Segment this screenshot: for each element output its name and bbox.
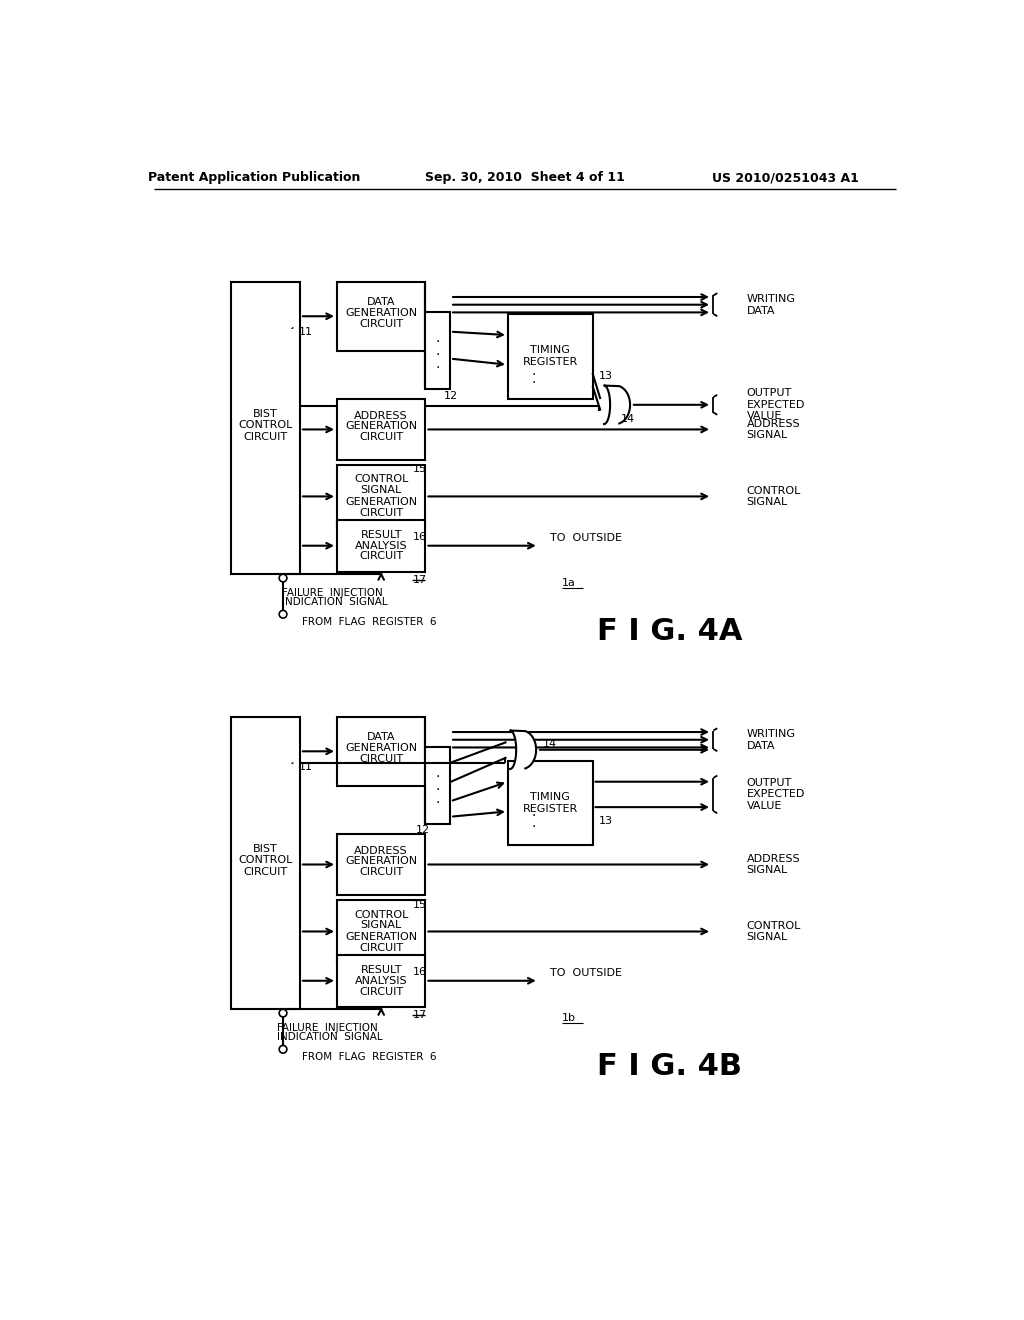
Text: 1b: 1b [562, 1014, 575, 1023]
Text: GENERATION: GENERATION [345, 421, 417, 432]
Text: 14: 14 [543, 739, 557, 748]
Text: SIGNAL: SIGNAL [360, 486, 401, 495]
Text: CONTROL: CONTROL [239, 420, 293, 430]
Text: 17: 17 [413, 1010, 427, 1019]
Text: CIRCUIT: CIRCUIT [359, 432, 403, 442]
Text: ·: · [531, 820, 536, 834]
Text: OUTPUT
EXPECTED
VALUE: OUTPUT EXPECTED VALUE [746, 388, 805, 421]
Text: SIGNAL: SIGNAL [360, 920, 401, 931]
Text: ·: · [435, 783, 440, 797]
Text: US 2010/0251043 A1: US 2010/0251043 A1 [712, 172, 858, 185]
Polygon shape [604, 385, 630, 424]
Text: ·: · [435, 770, 440, 784]
Text: FAILURE  INJECTION: FAILURE INJECTION [283, 587, 383, 598]
Text: WRITING
DATA: WRITING DATA [746, 729, 796, 751]
Text: CIRCUIT: CIRCUIT [359, 508, 403, 519]
Text: INDICATION  SIGNAL: INDICATION SIGNAL [283, 597, 388, 607]
Text: CIRCUIT: CIRCUIT [244, 867, 288, 878]
Text: 13: 13 [599, 816, 612, 825]
Text: ADDRESS: ADDRESS [354, 411, 408, 421]
Text: 17: 17 [413, 574, 427, 585]
Text: 15: 15 [413, 899, 427, 909]
Text: ADDRESS
SIGNAL: ADDRESS SIGNAL [746, 854, 800, 875]
Text: ADDRESS
SIGNAL: ADDRESS SIGNAL [746, 418, 800, 441]
Text: GENERATION: GENERATION [345, 496, 417, 507]
Text: INDICATION  SIGNAL: INDICATION SIGNAL [276, 1032, 383, 1041]
Text: ·: · [531, 368, 536, 381]
Text: DATA: DATA [367, 297, 395, 308]
Text: ·: · [435, 796, 440, 810]
Bar [337, 954, 425, 1007]
Text: WRITING
DATA: WRITING DATA [746, 294, 796, 315]
Bar [425, 747, 451, 825]
Text: F I G. 4A: F I G. 4A [597, 616, 742, 645]
Text: CONTROL: CONTROL [354, 474, 409, 484]
Text: ADDRESS: ADDRESS [354, 846, 408, 855]
Text: F I G. 4B: F I G. 4B [597, 1052, 742, 1081]
Text: CIRCUIT: CIRCUIT [359, 944, 403, 953]
Text: 14: 14 [621, 413, 635, 424]
Text: 15: 15 [413, 465, 427, 474]
Text: ·: · [435, 347, 440, 362]
Text: RESULT: RESULT [360, 529, 402, 540]
Text: CIRCUIT: CIRCUIT [359, 986, 403, 997]
Text: CIRCUIT: CIRCUIT [359, 867, 403, 878]
Bar [337, 717, 425, 785]
Text: TIMING: TIMING [530, 345, 570, 355]
Bar [508, 760, 593, 845]
Text: 12: 12 [444, 391, 458, 400]
Text: DATA: DATA [367, 733, 395, 742]
Text: OUTPUT
EXPECTED
VALUE: OUTPUT EXPECTED VALUE [746, 777, 805, 810]
Text: Sep. 30, 2010  Sheet 4 of 11: Sep. 30, 2010 Sheet 4 of 11 [425, 172, 625, 185]
Bar [508, 314, 593, 399]
Text: 13: 13 [599, 371, 612, 380]
Text: RESULT: RESULT [360, 965, 402, 975]
Text: 1a: 1a [562, 578, 575, 589]
Text: CONTROL: CONTROL [239, 855, 293, 865]
Text: Patent Application Publication: Patent Application Publication [147, 172, 360, 185]
Bar [337, 900, 425, 964]
Text: CIRCUIT: CIRCUIT [244, 432, 288, 442]
Text: FROM  FLAG  REGISTER  6: FROM FLAG REGISTER 6 [302, 1052, 436, 1063]
Bar [337, 520, 425, 572]
Text: CONTROL
SIGNAL: CONTROL SIGNAL [746, 486, 801, 507]
Text: TIMING: TIMING [530, 792, 570, 801]
Text: CIRCUIT: CIRCUIT [359, 319, 403, 329]
Text: 16: 16 [413, 532, 427, 543]
Text: 12: 12 [416, 825, 430, 834]
Bar [230, 281, 300, 574]
Text: FAILURE  INJECTION: FAILURE INJECTION [276, 1023, 378, 1032]
Text: TO  OUTSIDE: TO OUTSIDE [550, 533, 623, 543]
Text: ·: · [531, 809, 536, 822]
Text: TO  OUTSIDE: TO OUTSIDE [550, 968, 623, 978]
Bar [337, 465, 425, 528]
Text: ·: · [435, 335, 440, 348]
Bar [425, 313, 451, 389]
Text: CONTROL: CONTROL [354, 909, 409, 920]
Text: ANALYSIS: ANALYSIS [355, 975, 408, 986]
Bar [337, 834, 425, 895]
Text: BIST: BIST [253, 409, 278, 418]
Text: GENERATION: GENERATION [345, 932, 417, 942]
Text: CONTROL
SIGNAL: CONTROL SIGNAL [746, 920, 801, 942]
Text: CIRCUIT: CIRCUIT [359, 754, 403, 764]
Text: REGISTER: REGISTER [522, 804, 578, 814]
Text: ·: · [531, 376, 536, 391]
Bar [337, 281, 425, 351]
Text: BIST: BIST [253, 843, 278, 854]
Text: FROM  FLAG  REGISTER  6: FROM FLAG REGISTER 6 [302, 616, 436, 627]
Text: ANALYSIS: ANALYSIS [355, 541, 408, 550]
Text: 16: 16 [413, 968, 427, 977]
Text: 11: 11 [298, 762, 312, 772]
Bar [230, 717, 300, 1010]
Polygon shape [510, 730, 537, 770]
Text: CIRCUIT: CIRCUIT [359, 552, 403, 561]
Text: GENERATION: GENERATION [345, 743, 417, 754]
Text: ·: · [435, 360, 440, 375]
Bar [337, 399, 425, 461]
Text: 11: 11 [298, 326, 312, 337]
Text: GENERATION: GENERATION [345, 308, 417, 318]
Text: GENERATION: GENERATION [345, 857, 417, 866]
Text: REGISTER: REGISTER [522, 358, 578, 367]
